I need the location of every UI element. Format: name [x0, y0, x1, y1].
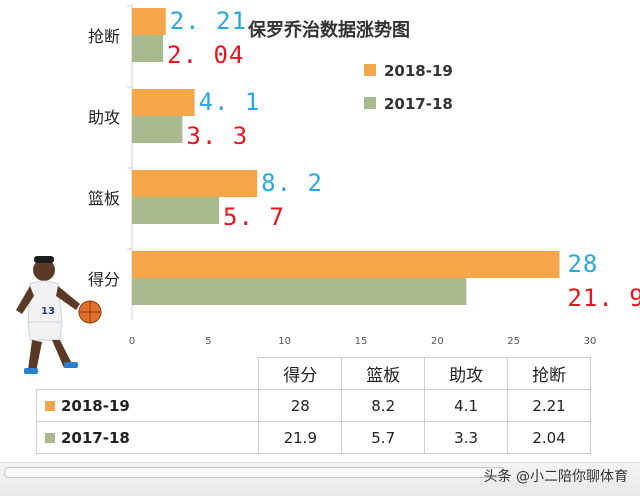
legend-swatch	[364, 64, 376, 76]
data-label: 2. 04	[167, 41, 244, 69]
table-series-label: 2018-19	[61, 396, 130, 415]
watermark-text: 头条 @小二陪你聊体育	[483, 469, 628, 485]
data-label: 21. 9	[567, 284, 640, 312]
x-tick-label: 5	[205, 336, 211, 347]
x-tick-label: 25	[507, 336, 520, 347]
data-label: 28	[567, 250, 598, 278]
table-corner	[36, 357, 260, 390]
legend-label: 2018-19	[384, 62, 453, 80]
svg-text:13: 13	[41, 306, 55, 317]
data-label: 8. 2	[261, 169, 323, 197]
bar-2018-19	[132, 251, 560, 278]
category-label: 抢断	[88, 27, 120, 46]
bar-2017-18	[132, 116, 183, 143]
table-cell: 8.2	[341, 389, 426, 422]
table-header: 得分	[258, 357, 343, 390]
table-cell: 28	[258, 389, 343, 422]
chart-legend: 2018-19 2017-18	[364, 62, 453, 113]
bar-2017-18	[132, 197, 220, 224]
legend-label: 2017-18	[384, 95, 453, 113]
scrollbar-thumb[interactable]	[4, 467, 506, 478]
legend-swatch	[364, 97, 376, 109]
table-cell: 5.7	[341, 421, 426, 454]
table-cell: 21.9	[258, 421, 343, 454]
bar-2018-19	[132, 170, 258, 197]
category-label: 篮板	[88, 189, 120, 208]
table-series-label: 2017-18	[61, 428, 130, 447]
table-series-cell: 2017-18	[35, 421, 260, 454]
horizontal-scrollbar[interactable]	[0, 462, 640, 496]
bar-2018-19	[132, 89, 195, 116]
table-header: 抢断	[507, 357, 591, 390]
table-header-row: 得分 篮板 助攻 抢断	[36, 357, 591, 390]
legend-swatch	[45, 433, 55, 443]
table-row: 2018-19 28 8.2 4.1 2.21	[35, 389, 591, 422]
bar-2017-18	[132, 278, 467, 305]
table-cell: 2.21	[507, 389, 591, 422]
x-tick-label: 20	[431, 336, 444, 347]
table-header: 助攻	[424, 357, 509, 390]
table-cell: 3.3	[424, 421, 509, 454]
table-cell: 4.1	[424, 389, 509, 422]
x-tick-label: 0	[129, 336, 135, 347]
table-header: 篮板	[341, 357, 426, 390]
category-label: 助攻	[88, 108, 120, 127]
bar-2017-18	[132, 35, 164, 62]
data-table: 得分 篮板 助攻 抢断 2018-19 28 8.2 4.1 2.21 2017…	[35, 357, 591, 454]
x-tick-label: 15	[355, 336, 368, 347]
legend-swatch	[45, 401, 55, 411]
x-tick-label: 10	[278, 336, 291, 347]
bar-2018-19	[132, 8, 166, 35]
category-label: 得分	[88, 270, 120, 289]
data-label: 2. 21	[170, 7, 247, 35]
table-series-cell: 2018-19	[35, 389, 260, 422]
data-label: 3. 3	[186, 122, 248, 150]
data-label: 5. 7	[223, 203, 285, 231]
table-cell: 2.04	[507, 421, 591, 454]
basketball-player-icon: 13	[16, 256, 102, 374]
chart-labels: 2. 21 2. 04 4. 1 3. 3 8. 2 5. 7 28 21. 9	[167, 7, 640, 312]
table-row: 2017-18 21.9 5.7 3.3 2.04	[35, 421, 591, 454]
data-label: 4. 1	[199, 88, 261, 116]
chart-title: 保罗乔治数据涨势图	[247, 19, 410, 41]
chart-bars	[132, 8, 560, 305]
x-tick-label: 30	[584, 336, 597, 347]
